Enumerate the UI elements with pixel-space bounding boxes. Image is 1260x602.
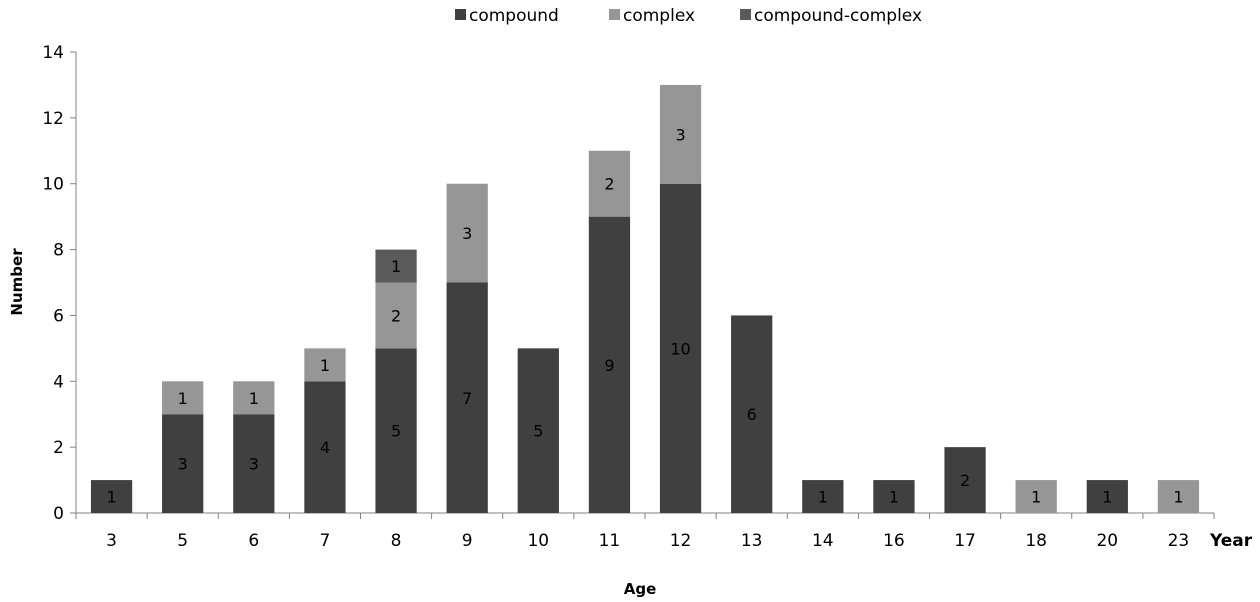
x-tick-label: 9 (462, 531, 473, 551)
y-axis-title: Number (8, 248, 26, 316)
bar-segment-compound (873, 480, 915, 513)
legend-swatch (455, 9, 466, 20)
legend: compound complex compound-complex (455, 6, 922, 26)
y-tick-label: 8 (53, 241, 64, 261)
bar-segment-complex (1157, 480, 1200, 513)
bar-segment-complex (304, 348, 346, 382)
data-label: 3 (462, 224, 472, 243)
y-tick-label: 10 (42, 175, 64, 195)
bar-segment-complex (375, 282, 417, 349)
bar-segment-compound (517, 348, 559, 513)
data-label: 1 (391, 257, 401, 276)
x-tick-label: 18 (1025, 531, 1047, 551)
y-tick-label: 4 (53, 372, 64, 392)
x-tick-label: 11 (599, 531, 621, 551)
x-tick-label: 8 (391, 531, 402, 551)
data-label: 3 (249, 455, 259, 474)
bar-segment-compound (1086, 480, 1128, 513)
data-label: 5 (533, 422, 543, 441)
bar-segment-compound (233, 414, 275, 513)
x-tick-label: 13 (741, 531, 763, 551)
legend-label: compound-complex (754, 6, 922, 26)
bar-segment-complex (446, 183, 488, 283)
data-label: 2 (960, 471, 970, 490)
data-label: 9 (604, 356, 614, 375)
x-tick-label: 5 (177, 531, 188, 551)
y-axis: 0 2 4 6 8 10 12 14 (42, 43, 77, 524)
legend-label: compound (469, 6, 559, 26)
data-label: 3 (675, 125, 685, 144)
x-tick-label: 6 (248, 531, 259, 551)
x-tick-label: 10 (527, 531, 549, 551)
x-tick-label: 14 (812, 531, 834, 551)
x-axis: 3 5 6 7 8 9 10 11 12 13 14 16 17 18 20 23 (75, 512, 1215, 551)
data-label: 4 (320, 438, 330, 457)
y-tick-label: 2 (53, 438, 64, 458)
data-labels: 1 3 1 3 1 4 1 5 2 1 7 3 5 9 2 10 3 6 1 1 2 1 1 1 (106, 125, 1183, 506)
bars (90, 84, 1200, 513)
x-tick-label: 16 (883, 531, 905, 551)
data-label: 3 (178, 455, 188, 474)
data-label: 1 (178, 389, 188, 408)
data-label: 1 (1031, 488, 1041, 507)
data-label: 1 (106, 488, 116, 507)
bar-segment-complex (1015, 480, 1057, 513)
bar-segment-compound (588, 216, 631, 513)
y-tick-label: 6 (53, 306, 64, 326)
data-label: 1 (818, 488, 828, 507)
legend-label: complex (623, 6, 695, 26)
bar-segment-complex (659, 84, 702, 184)
bar-segment-complex (233, 381, 275, 415)
data-label: 1 (249, 389, 259, 408)
data-label: 5 (391, 422, 401, 441)
y-tick-label: 12 (42, 109, 64, 129)
bar-segment-compound (162, 414, 204, 513)
data-label: 6 (747, 405, 757, 424)
x-tick-label: 17 (954, 531, 976, 551)
bar-segment-complex (588, 150, 631, 217)
data-label: 10 (670, 339, 690, 358)
x-tick-label: 23 (1168, 531, 1190, 551)
bar-segment-compound (802, 480, 844, 513)
bar-segment-compound (446, 282, 488, 513)
bar-segment-compound (659, 183, 702, 513)
bar-segment-complex (162, 381, 204, 415)
bar-segment-compound (304, 381, 346, 513)
data-label: 1 (1102, 488, 1112, 507)
bar-segment-compound (90, 480, 133, 513)
data-label: 2 (604, 175, 614, 194)
data-label: 7 (462, 389, 472, 408)
x-tick-label: 20 (1096, 531, 1118, 551)
bar-segment-compound (944, 447, 986, 513)
data-label: 1 (320, 356, 330, 375)
bar-segment-compound (375, 348, 417, 513)
bar-segment-compound-complex (375, 249, 417, 283)
legend-swatch (609, 9, 620, 20)
data-label: 1 (1173, 488, 1183, 507)
legend-swatch (740, 9, 751, 20)
data-label: 1 (889, 488, 899, 507)
bar-segment-compound (731, 315, 773, 513)
x-tick-label: 12 (670, 531, 692, 551)
x-axis-unit-label: Year (1209, 531, 1253, 551)
x-tick-label: 3 (106, 531, 117, 551)
data-label: 2 (391, 306, 401, 325)
x-tick-label: 7 (320, 531, 331, 551)
y-tick-label: 14 (42, 43, 64, 63)
y-tick-label: 0 (53, 504, 64, 524)
x-axis-title: Age (624, 580, 657, 598)
